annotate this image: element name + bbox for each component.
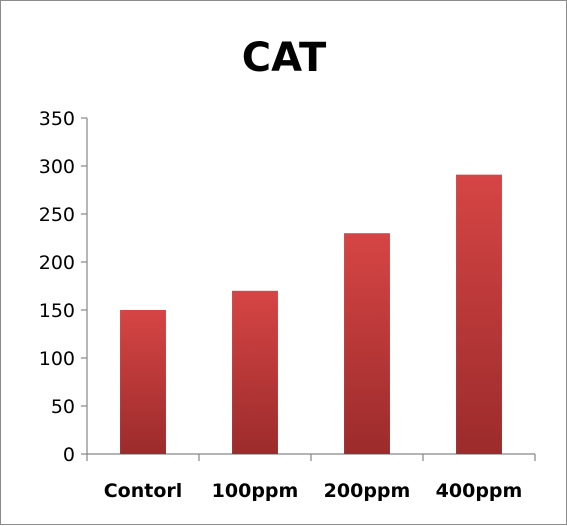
bars bbox=[120, 174, 502, 454]
x-axis: Contorl 100ppm 200ppm 400ppm bbox=[86, 453, 536, 502]
x-tick-label: 200ppm bbox=[324, 480, 411, 502]
y-tick-label: 250 bbox=[39, 204, 75, 226]
x-tick-label: Contorl bbox=[104, 480, 183, 502]
x-tick-label: 100ppm bbox=[212, 480, 299, 502]
bar-contorl bbox=[120, 310, 166, 454]
y-tick-label: 100 bbox=[39, 348, 75, 370]
y-tick-label: 300 bbox=[39, 156, 75, 178]
bar-400ppm bbox=[456, 174, 502, 454]
y-tick-label: 350 bbox=[39, 108, 75, 130]
bar-200ppm bbox=[344, 233, 390, 454]
bar-100ppm bbox=[232, 290, 278, 454]
y-tick-label: 50 bbox=[51, 396, 75, 418]
y-tick-label: 0 bbox=[63, 444, 75, 466]
y-tick-label: 200 bbox=[39, 252, 75, 274]
x-tick-label: 400ppm bbox=[436, 480, 523, 502]
y-tick-label: 150 bbox=[39, 300, 75, 322]
chart-title: CAT bbox=[242, 35, 327, 81]
y-axis: 0 50 100 150 200 250 300 350 bbox=[39, 108, 88, 466]
